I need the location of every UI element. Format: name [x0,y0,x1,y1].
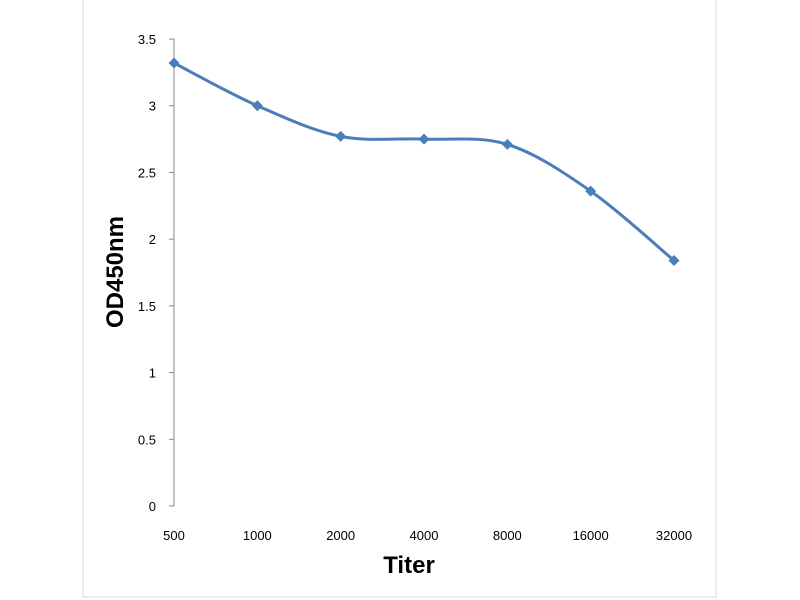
y-tick-label: 3.5 [138,32,156,47]
data-point-2000 [335,131,346,142]
x-tick-label: 4000 [410,528,439,543]
x-tick-label: 500 [163,528,185,543]
data-point-1000 [252,100,263,111]
y-axis-ticks: 0 0.5 1 1.5 2 2.5 3 3.5 [138,32,174,514]
y-tick-label: 1.5 [138,299,156,314]
chart-frame [83,0,716,598]
y-tick-label: 0.5 [138,432,156,447]
x-tick-label: 2000 [326,528,355,543]
x-tick-label: 8000 [493,528,522,543]
data-point-markers [169,58,680,266]
y-tick-label: 2 [149,232,156,247]
data-point-8000 [502,139,513,150]
data-point-500 [169,58,180,69]
x-axis-ticks: 500 1000 2000 4000 8000 16000 32000 [163,528,692,543]
y-tick-label: 1 [149,366,156,381]
y-tick-label: 3 [149,99,156,114]
x-axis-title: Titer [383,552,435,579]
series-line [174,63,674,260]
y-tick-label: 2.5 [138,165,156,180]
x-tick-label: 1000 [243,528,272,543]
data-point-4000 [419,134,430,145]
y-axis-title: OD450nm [102,216,129,328]
x-tick-label: 32000 [656,528,692,543]
y-tick-label: 0 [149,499,156,514]
x-tick-label: 16000 [573,528,609,543]
